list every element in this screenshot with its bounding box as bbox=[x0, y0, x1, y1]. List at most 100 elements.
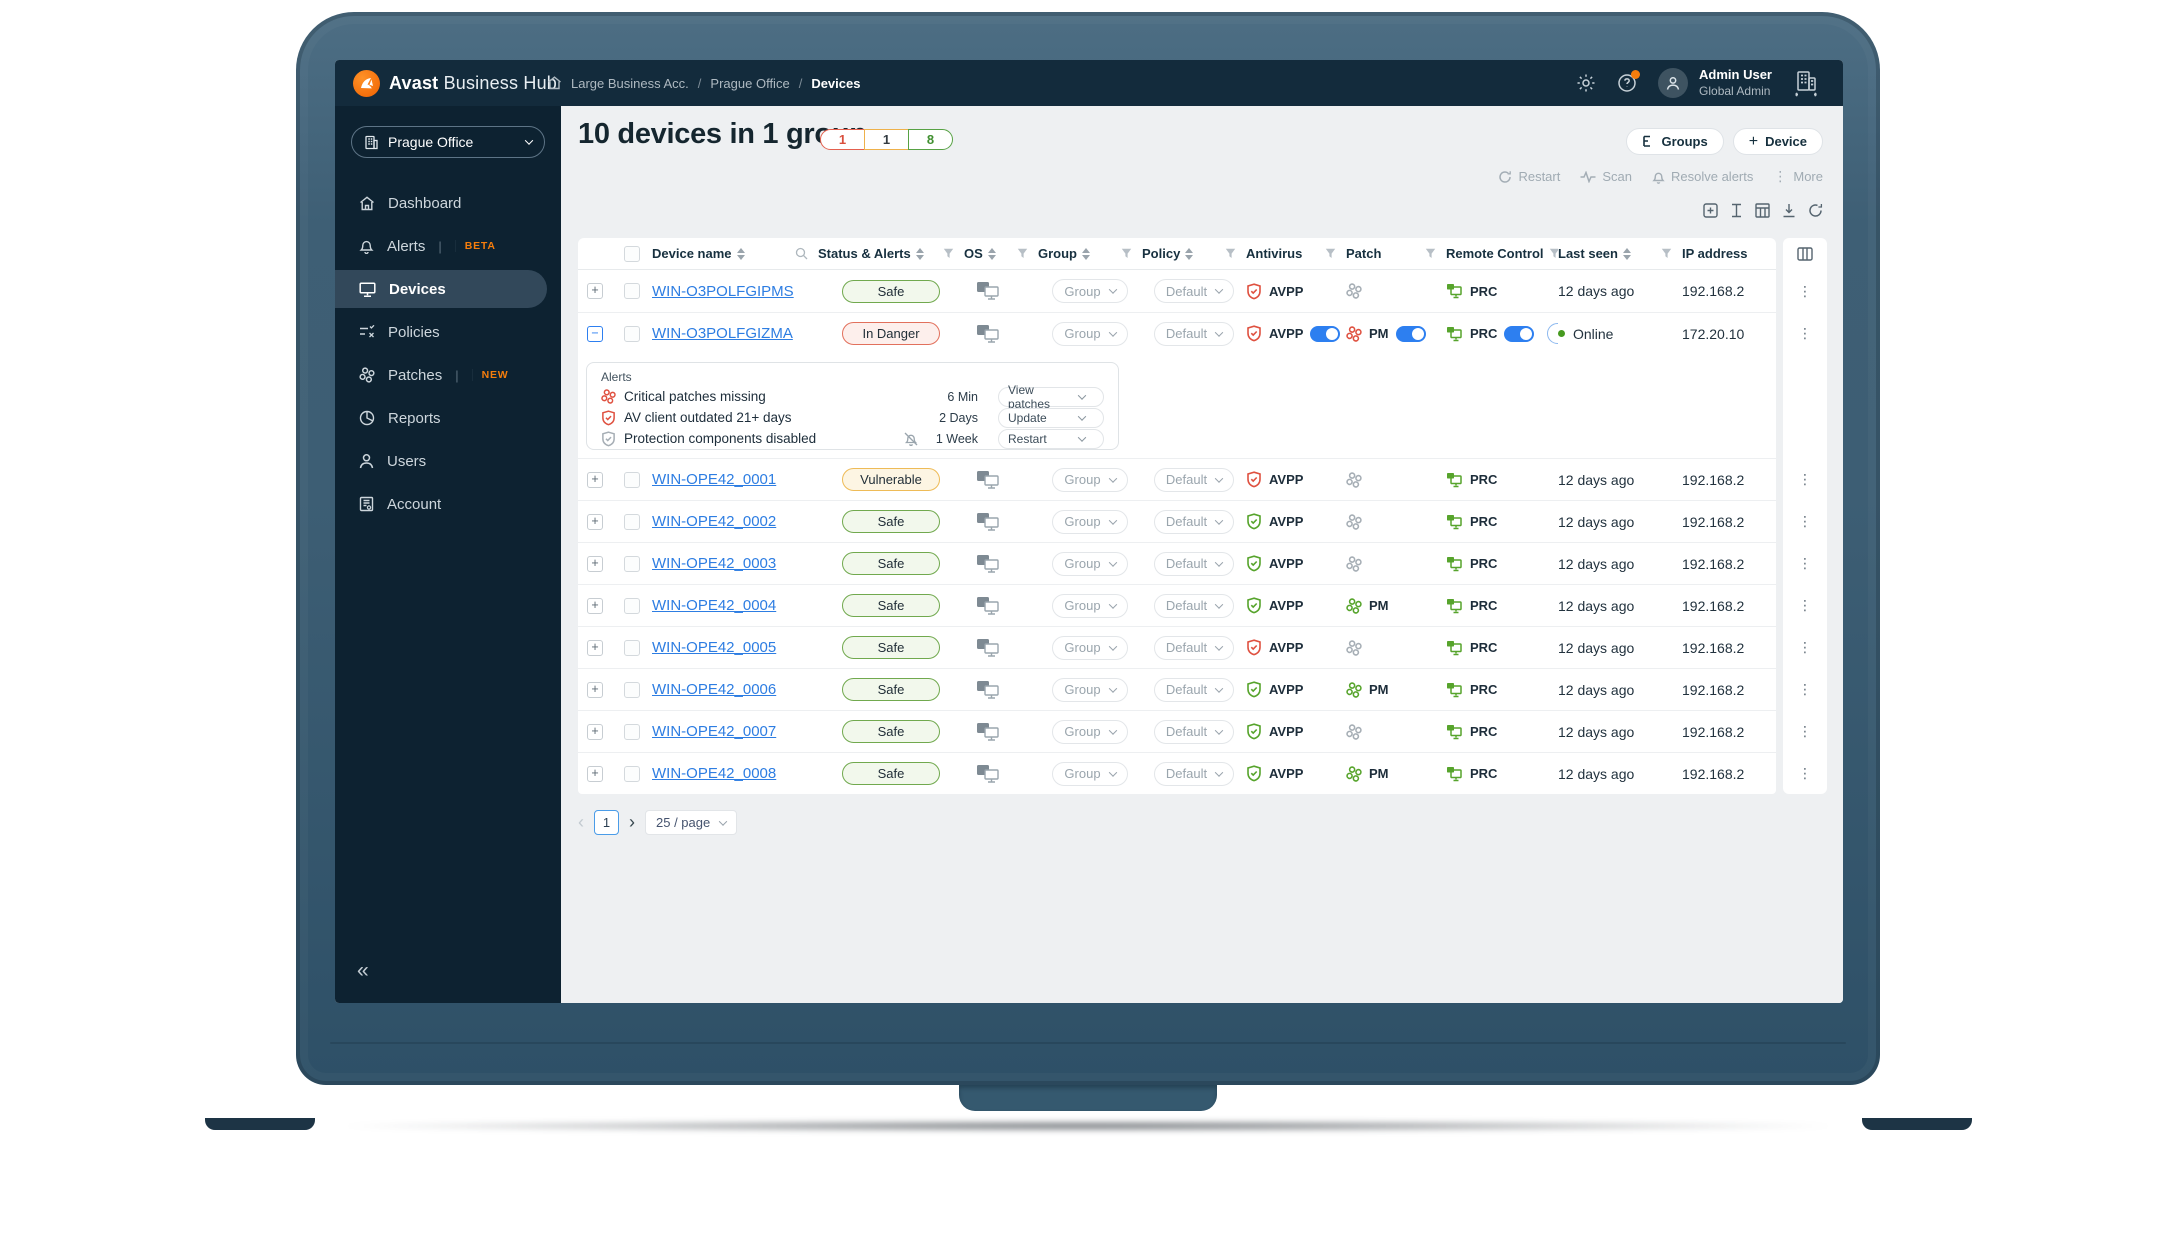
filter-icon[interactable] bbox=[1549, 248, 1559, 259]
device-name-link[interactable]: WIN-OPE42_0007 bbox=[652, 723, 777, 740]
sort-icon[interactable] bbox=[1622, 247, 1631, 260]
device-name-link[interactable]: WIN-OPE42_0008 bbox=[652, 765, 777, 782]
table-grid-icon[interactable] bbox=[1755, 203, 1770, 218]
group-select[interactable]: Group bbox=[1052, 635, 1128, 660]
alert-action-button[interactable]: Update bbox=[998, 407, 1104, 428]
groups-button[interactable]: Groups bbox=[1625, 128, 1724, 155]
row-menu-kebab-icon[interactable]: ⋮ bbox=[1798, 512, 1812, 529]
policy-select[interactable]: Default bbox=[1153, 677, 1235, 702]
col-last-seen[interactable]: Last seen bbox=[1558, 246, 1682, 261]
row-expander[interactable]: + bbox=[587, 555, 603, 572]
switch-company-icon[interactable] bbox=[1793, 70, 1819, 97]
row-checkbox[interactable] bbox=[624, 639, 640, 656]
table-row[interactable]: − WIN-O3POLFGIZMA In Danger Group Defaul… bbox=[578, 312, 1776, 354]
sort-icon[interactable] bbox=[1082, 247, 1090, 260]
row-menu-kebab-icon[interactable]: ⋮ bbox=[1798, 722, 1812, 739]
sort-icon[interactable] bbox=[915, 247, 924, 260]
table-row[interactable]: + WIN-OPE42_0006 Safe Group Default AVPP… bbox=[578, 668, 1776, 710]
table-row[interactable]: + WIN-OPE42_0007 Safe Group Default AVPP bbox=[578, 710, 1776, 752]
breadcrumb-item[interactable]: Prague Office bbox=[710, 75, 790, 91]
device-name-link[interactable]: WIN-OPE42_0002 bbox=[652, 513, 777, 530]
add-device-button[interactable]: + Device bbox=[1732, 128, 1823, 155]
device-name-link[interactable]: WIN-OPE42_0004 bbox=[652, 597, 777, 614]
antivirus-toggle[interactable] bbox=[1310, 325, 1341, 342]
alert-action-button[interactable]: View patches bbox=[998, 383, 1104, 411]
device-name-link[interactable]: WIN-OPE42_0003 bbox=[652, 555, 777, 572]
col-antivirus[interactable]: Antivirus bbox=[1246, 246, 1346, 261]
sort-icon[interactable] bbox=[1185, 247, 1194, 260]
device-count-badge[interactable]: 1 bbox=[820, 129, 865, 150]
home-icon[interactable] bbox=[547, 76, 562, 90]
device-name-link[interactable]: WIN-OPE42_0006 bbox=[652, 681, 777, 698]
row-menu-kebab-icon[interactable]: ⋮ bbox=[1798, 680, 1812, 697]
connect-button[interactable]: Connect bbox=[1547, 323, 1558, 344]
policy-select[interactable]: Default bbox=[1153, 719, 1235, 744]
col-ip-address[interactable]: IP address bbox=[1682, 246, 1776, 261]
restart-action[interactable]: Restart bbox=[1498, 169, 1560, 184]
row-expander[interactable]: + bbox=[587, 639, 603, 656]
policy-select[interactable]: Default bbox=[1153, 279, 1235, 303]
text-cursor-icon[interactable] bbox=[1730, 203, 1743, 218]
group-select[interactable]: Group bbox=[1052, 279, 1128, 303]
row-checkbox[interactable] bbox=[624, 723, 640, 740]
sidebar-item-dashboard[interactable]: Dashboard bbox=[335, 184, 561, 222]
row-checkbox[interactable] bbox=[624, 555, 640, 572]
row-checkbox[interactable] bbox=[624, 765, 640, 782]
sidebar-item-devices[interactable]: Devices bbox=[335, 270, 547, 308]
group-select[interactable]: Group bbox=[1052, 321, 1128, 346]
row-expander[interactable]: + bbox=[587, 723, 603, 740]
device-name-link[interactable]: WIN-OPE42_0001 bbox=[652, 471, 777, 488]
table-row[interactable]: + WIN-OPE42_0002 Safe Group Default AVPP bbox=[578, 500, 1776, 542]
sidebar-item-users[interactable]: Users bbox=[335, 442, 561, 480]
table-row[interactable]: + WIN-OPE42_0008 Safe Group Default AVPP… bbox=[578, 752, 1776, 794]
row-menu-kebab-icon[interactable]: ⋮ bbox=[1798, 596, 1812, 613]
resolve-alerts-action[interactable]: Resolve alerts bbox=[1652, 169, 1753, 184]
col-device-name[interactable]: Device name bbox=[652, 246, 818, 261]
row-checkbox[interactable] bbox=[624, 681, 640, 698]
filter-icon[interactable] bbox=[1325, 248, 1336, 259]
sort-icon[interactable] bbox=[987, 247, 996, 260]
row-expander[interactable]: + bbox=[587, 765, 603, 782]
row-menu-kebab-icon[interactable]: ⋮ bbox=[1798, 470, 1812, 487]
group-select[interactable]: Group bbox=[1052, 551, 1128, 576]
next-page-button[interactable]: › bbox=[629, 812, 635, 832]
group-select[interactable]: Group bbox=[1052, 593, 1128, 618]
device-name-link[interactable]: WIN-O3POLFGIPMS bbox=[652, 282, 794, 300]
table-row[interactable]: + WIN-O3POLFGIPMS Safe Group Default AVP… bbox=[578, 270, 1776, 312]
expand-all-icon[interactable] bbox=[1703, 203, 1718, 218]
filter-icon[interactable] bbox=[1225, 248, 1236, 259]
table-row[interactable]: + WIN-OPE42_0003 Safe Group Default AVPP bbox=[578, 542, 1776, 584]
table-row[interactable]: + WIN-OPE42_0004 Safe Group Default AVPP… bbox=[578, 584, 1776, 626]
patch-toggle[interactable] bbox=[1395, 325, 1426, 342]
row-expander[interactable]: + bbox=[587, 471, 603, 488]
current-page[interactable]: 1 bbox=[594, 810, 619, 835]
col-group[interactable]: Group bbox=[1038, 246, 1142, 261]
policy-select[interactable]: Default bbox=[1153, 635, 1235, 660]
row-menu-kebab-icon[interactable]: ⋮ bbox=[1798, 764, 1812, 781]
device-name-link[interactable]: WIN-O3POLFGIZMA bbox=[652, 325, 793, 342]
col-status[interactable]: Status & Alerts bbox=[818, 246, 964, 261]
filter-icon[interactable] bbox=[1121, 248, 1132, 259]
device-count-badge[interactable]: 8 bbox=[908, 129, 953, 150]
filter-icon[interactable] bbox=[1017, 248, 1028, 259]
row-expander[interactable]: + bbox=[587, 513, 603, 530]
filter-icon[interactable] bbox=[943, 248, 954, 259]
brand-logo[interactable]: Avast Business Hub bbox=[335, 69, 557, 97]
row-checkbox[interactable] bbox=[624, 283, 640, 299]
policy-select[interactable]: Default bbox=[1153, 321, 1235, 346]
row-checkbox[interactable] bbox=[624, 471, 640, 488]
search-icon[interactable] bbox=[795, 247, 808, 260]
columns-icon[interactable] bbox=[1797, 247, 1813, 261]
sidebar-item-account[interactable]: Account bbox=[335, 485, 561, 523]
policy-select[interactable]: Default bbox=[1153, 761, 1235, 786]
user-info[interactable]: Admin User Global Admin bbox=[1699, 67, 1772, 98]
row-expander[interactable]: + bbox=[587, 283, 603, 299]
group-select[interactable]: Group bbox=[1052, 719, 1128, 744]
sidebar-item-patches[interactable]: Patches | NEW bbox=[335, 356, 561, 394]
group-select[interactable]: Group bbox=[1052, 509, 1128, 534]
device-count-badge[interactable]: 1 bbox=[864, 129, 909, 150]
group-select[interactable]: Group bbox=[1052, 677, 1128, 702]
sidebar-item-alerts[interactable]: Alerts | BETA bbox=[335, 227, 561, 265]
sidebar-collapse-button[interactable]: « bbox=[357, 959, 369, 982]
